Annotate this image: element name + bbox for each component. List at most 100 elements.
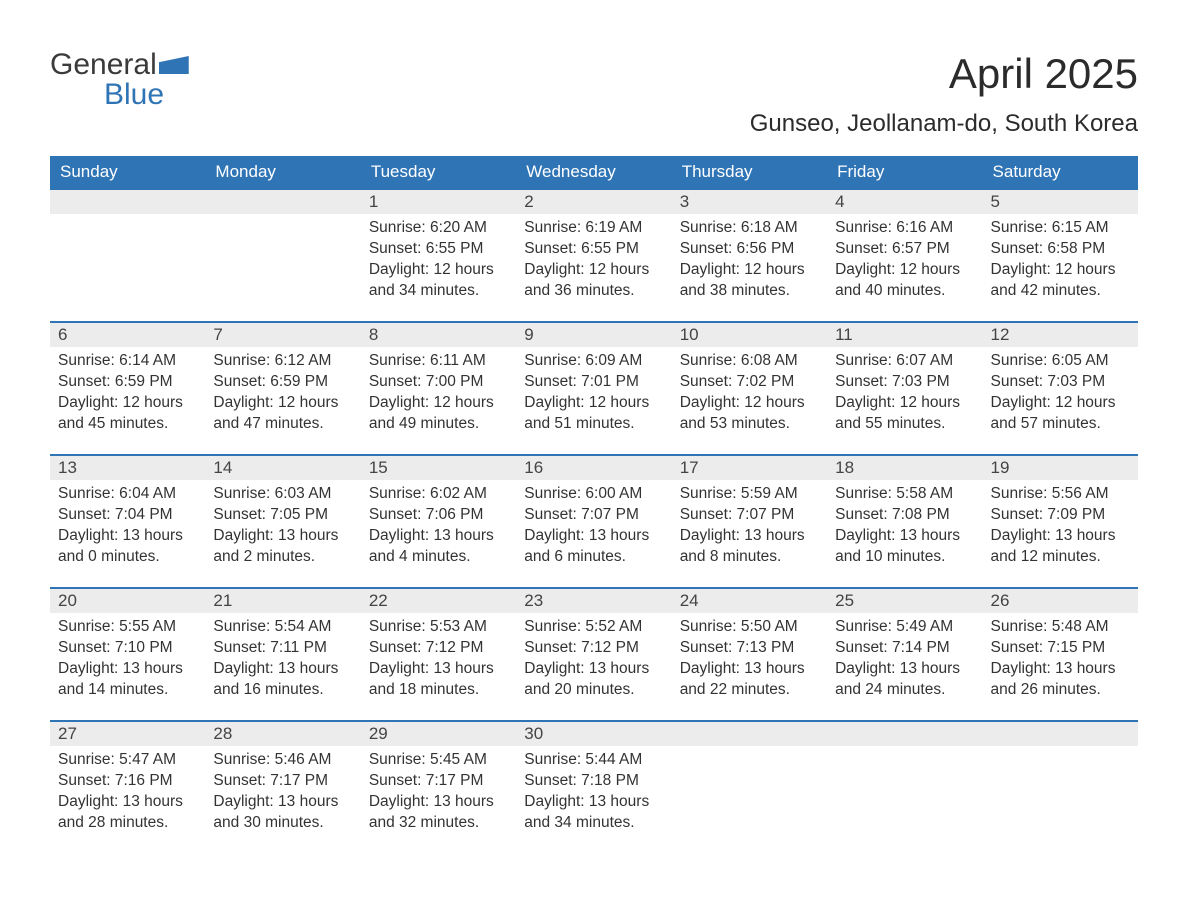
day-number-cell: 1 (361, 189, 516, 214)
sunrise-line: Sunrise: 6:00 AM (524, 485, 642, 502)
daylight-line: Daylight: 12 hours and 40 minutes. (835, 261, 960, 299)
daylight-line: Daylight: 12 hours and 51 minutes. (524, 394, 649, 432)
daylight-line: Daylight: 13 hours and 16 minutes. (213, 660, 338, 698)
sunrise-line: Sunrise: 6:03 AM (213, 485, 331, 502)
sunrise-line: Sunrise: 5:54 AM (213, 618, 331, 635)
sunrise-line: Sunrise: 5:46 AM (213, 751, 331, 768)
daylight-line: Daylight: 12 hours and 49 minutes. (369, 394, 494, 432)
sunrise-line: Sunrise: 6:08 AM (680, 352, 798, 369)
day-detail-cell (827, 746, 982, 854)
weekday-header: Saturday (983, 156, 1138, 189)
sunset-line: Sunset: 7:01 PM (524, 373, 639, 390)
daylight-line: Daylight: 12 hours and 47 minutes. (213, 394, 338, 432)
calendar-body: 12345Sunrise: 6:20 AMSunset: 6:55 PMDayl… (50, 189, 1138, 854)
sunset-line: Sunset: 7:05 PM (213, 506, 328, 523)
header-row: General Blue April 2025 Gunseo, Jeollana… (50, 50, 1138, 138)
day-detail-cell: Sunrise: 6:20 AMSunset: 6:55 PMDaylight:… (361, 214, 516, 322)
daylight-line: Daylight: 13 hours and 6 minutes. (524, 527, 649, 565)
day-number-cell (827, 721, 982, 746)
day-number-cell: 28 (205, 721, 360, 746)
day-detail-cell: Sunrise: 6:19 AMSunset: 6:55 PMDaylight:… (516, 214, 671, 322)
daylight-line: Daylight: 13 hours and 18 minutes. (369, 660, 494, 698)
sunset-line: Sunset: 6:55 PM (524, 240, 639, 257)
sunrise-line: Sunrise: 6:12 AM (213, 352, 331, 369)
sunrise-line: Sunrise: 6:18 AM (680, 219, 798, 236)
sunset-line: Sunset: 7:13 PM (680, 639, 795, 656)
day-number-cell: 30 (516, 721, 671, 746)
day-detail-cell: Sunrise: 6:09 AM Sunset: 7:01 PM Daylight:… (516, 347, 671, 455)
day-detail-cell: Sunrise: 6:03 AM Sunset: 7:05 PM Daylight:… (205, 480, 360, 588)
day-body-row: Sunrise: 5:47 AMSunset: 7:16 PMDaylight:… (50, 746, 1138, 854)
day-detail-cell: Sunrise: 6:14 AMSunset: 6:59 PMDaylight:… (50, 347, 205, 455)
logo-word-1: General (50, 50, 157, 80)
day-number-cell: 5 (983, 189, 1138, 214)
sunrise-line: Sunrise: 5:48 AM (991, 618, 1109, 635)
day-detail-cell (983, 746, 1138, 854)
day-detail-cell: Sunrise: 6:02 AMSunset: 7:06 PMDaylight:… (361, 480, 516, 588)
daylight-line: Daylight: 12 hours and 34 minutes. (369, 261, 494, 299)
weekday-header: Wednesday (516, 156, 671, 189)
day-detail-cell: Sunrise: 5:53 AMSunset: 7:12 PMDaylight:… (361, 613, 516, 721)
sunset-line: Sunset: 7:03 PM (991, 373, 1106, 390)
day-number-cell: 29 (361, 721, 516, 746)
sunset-line: Sunset: 7:17 PM (213, 772, 328, 789)
sunset-line: Sunset: 6:59 PM (213, 373, 328, 390)
sunrise-line: Sunrise: 5:49 AM (835, 618, 953, 635)
daylight-line: Daylight: 13 hours and 26 minutes. (991, 660, 1116, 698)
page-title: April 2025 (750, 50, 1138, 98)
day-number-cell: 26 (983, 588, 1138, 613)
daylight-line: Daylight: 13 hours and 10 minutes. (835, 527, 960, 565)
day-detail-cell (50, 214, 205, 322)
sunset-line: Sunset: 6:56 PM (680, 240, 795, 257)
weekday-header: Sunday (50, 156, 205, 189)
day-detail-cell: Sunrise: 6:00 AMSunset: 7:07 PMDaylight:… (516, 480, 671, 588)
page-subtitle: Gunseo, Jeollanam-do, South Korea (750, 110, 1138, 138)
logo-word-2: Blue (50, 80, 189, 110)
day-detail-cell: Sunrise: 6:16 AMSunset: 6:57 PMDaylight:… (827, 214, 982, 322)
sunset-line: Sunset: 7:09 PM (991, 506, 1106, 523)
day-detail-cell: Sunrise: 5:46 AM Sunset: 7:17 PM Daylight:… (205, 746, 360, 854)
daynum-row: 20212223242526 (50, 588, 1138, 613)
day-detail-cell: Sunrise: 6:15 AMSunset: 6:58 PMDaylight:… (983, 214, 1138, 322)
day-detail-cell: Sunrise: 5:56 AMSunset: 7:09 PMDaylight:… (983, 480, 1138, 588)
sunrise-line: Sunrise: 5:44 AM (524, 751, 642, 768)
sunset-line: Sunset: 7:10 PM (58, 639, 173, 656)
day-detail-cell: Sunrise: 6:04 AMSunset: 7:04 PMDaylight:… (50, 480, 205, 588)
sunset-line: Sunset: 7:14 PM (835, 639, 950, 656)
day-number-cell (205, 189, 360, 214)
sunrise-line: Sunrise: 6:04 AM (58, 485, 176, 502)
day-number-cell (672, 721, 827, 746)
day-number-cell: 4 (827, 189, 982, 214)
day-body-row: Sunrise: 6:04 AM Sunset: 7:04 PM Daylight:… (50, 480, 1138, 588)
daylight-line: Daylight: 13 hours and 30 minutes. (213, 793, 338, 831)
day-number-cell: 24 (672, 588, 827, 613)
daylight-line: Daylight: 13 hours and 22 minutes. (680, 660, 805, 698)
sunrise-line: Sunrise: 6:09 AM (524, 352, 642, 369)
sunset-line: Sunset: 7:04 PM (58, 506, 173, 523)
day-detail-cell: Sunrise: 5:50 AMSunset: 7:13 PMDaylight:… (672, 613, 827, 721)
title-block: April 2025 Gunseo, Jeollanam-do, South K… (750, 50, 1138, 138)
sunset-line: Sunset: 7:12 PM (524, 639, 639, 656)
daylight-line: Daylight: 12 hours and 55 minutes. (835, 394, 960, 432)
sunrise-line: Sunrise: 5:52 AM (524, 618, 642, 635)
daynum-row: 27282930 (50, 721, 1138, 746)
day-number-cell: 13 (50, 455, 205, 480)
daynum-row: 13141516171819 (50, 455, 1138, 480)
sunrise-line: Sunrise: 5:45 AM (369, 751, 487, 768)
day-number-cell: 6 (50, 322, 205, 347)
daylight-line: Daylight: 13 hours and 2 minutes. (213, 527, 338, 565)
sunrise-line: Sunrise: 5:59 AM (680, 485, 798, 502)
calendar-page: General Blue April 2025 Gunseo, Jeollana… (0, 0, 1188, 874)
day-detail-cell (205, 214, 360, 322)
sunset-line: Sunset: 6:55 PM (369, 240, 484, 257)
sunset-line: Sunset: 7:07 PM (680, 506, 795, 523)
daylight-line: Daylight: 13 hours and 8 minutes. (680, 527, 805, 565)
day-number-cell: 16 (516, 455, 671, 480)
daylight-line: Daylight: 13 hours and 24 minutes. (835, 660, 960, 698)
day-number-cell: 18 (827, 455, 982, 480)
daylight-line: Daylight: 12 hours and 36 minutes. (524, 261, 649, 299)
sunrise-line: Sunrise: 5:53 AM (369, 618, 487, 635)
sunset-line: Sunset: 6:57 PM (835, 240, 950, 257)
day-detail-cell: Sunrise: 5:52 AMSunset: 7:12 PMDaylight:… (516, 613, 671, 721)
daylight-line: Daylight: 13 hours and 34 minutes. (524, 793, 649, 831)
